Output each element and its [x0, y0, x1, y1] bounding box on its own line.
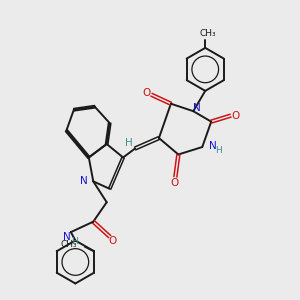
- Text: O: O: [232, 111, 240, 121]
- Text: O: O: [109, 236, 117, 246]
- Text: CH₃: CH₃: [199, 29, 216, 38]
- Text: N: N: [209, 140, 217, 151]
- Text: H: H: [215, 146, 222, 154]
- Text: CH₃: CH₃: [60, 241, 76, 250]
- Text: O: O: [171, 178, 179, 188]
- Text: H: H: [71, 237, 78, 246]
- Text: H: H: [124, 137, 132, 148]
- Text: N: N: [193, 103, 201, 113]
- Text: N: N: [63, 232, 71, 242]
- Text: O: O: [142, 88, 150, 98]
- Text: N: N: [80, 176, 88, 186]
